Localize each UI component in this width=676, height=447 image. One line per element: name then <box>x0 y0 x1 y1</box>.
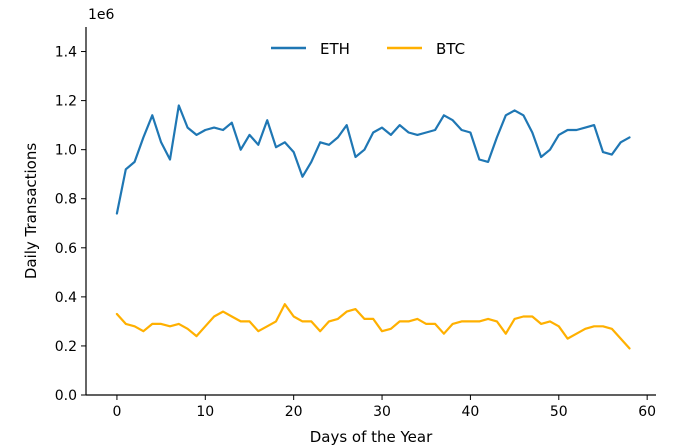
y-tick-label: 1.2 <box>55 94 77 110</box>
legend-label-eth: ETH <box>320 40 350 58</box>
series-line-eth <box>115 104 631 215</box>
x-tick-label: 10 <box>196 404 214 420</box>
y-tick-label: 0.2 <box>55 339 77 355</box>
x-tick-label: 0 <box>112 404 121 420</box>
axes <box>85 27 656 396</box>
y-tick-label: 0.0 <box>55 388 77 404</box>
y-axis-offset-label: 1e6 <box>88 7 115 23</box>
x-tick-label: 60 <box>638 404 656 420</box>
series <box>115 104 631 350</box>
legend: ETH BTC <box>271 40 465 58</box>
y-tick-label: 0.6 <box>55 241 77 257</box>
y-axis-title: Daily Transactions <box>22 143 40 280</box>
x-axis-title: Days of the Year <box>310 428 433 446</box>
series-line-btc <box>115 303 631 350</box>
x-tick-label: 20 <box>285 404 303 420</box>
x-tick-label: 30 <box>373 404 391 420</box>
y-tick-label: 1.4 <box>55 45 77 61</box>
legend-label-btc: BTC <box>436 40 465 58</box>
x-tick-label: 40 <box>462 404 480 420</box>
y-tick-label: 1.0 <box>55 143 77 159</box>
y-tick-label: 0.4 <box>55 290 77 306</box>
x-tick-label: 50 <box>550 404 568 420</box>
ticks: 0 10 20 30 40 50 60 0.0 0.2 0.4 0.6 0.8 1.0 1.2 1.4 <box>55 45 656 420</box>
y-tick-label: 0.8 <box>55 192 77 208</box>
